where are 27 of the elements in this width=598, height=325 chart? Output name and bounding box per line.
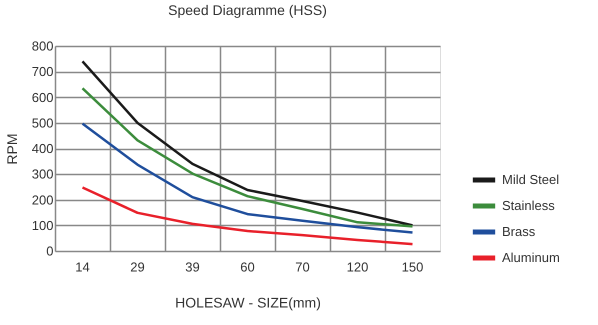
x-tick-label: 70 — [295, 260, 310, 274]
chart-title: Speed Diagramme (HSS) — [168, 2, 327, 18]
y-tick-label: 400 — [32, 141, 54, 156]
legend-label: Mild Steel — [502, 172, 560, 187]
line-series — [81, 60, 414, 227]
y-tick-label: 200 — [32, 192, 54, 208]
line-series — [81, 186, 414, 246]
legend-label: Brass — [502, 224, 536, 239]
y-tick-label: 300 — [32, 166, 54, 182]
legend-label: Stainless — [502, 198, 556, 213]
y-tick-label: 600 — [32, 90, 54, 105]
y-tick-label: 800 — [32, 38, 54, 54]
x-tick-label: 29 — [130, 260, 145, 274]
x-tick-label: 60 — [240, 260, 255, 274]
y-tick-label: 500 — [32, 115, 54, 130]
y-tick-label: 0 — [46, 244, 54, 258]
x-tick-label: 120 — [346, 260, 368, 274]
y-tick-label: 100 — [32, 218, 54, 233]
line-series — [81, 87, 414, 228]
x-tick-label: 39 — [185, 260, 200, 274]
x-tick-label: 14 — [75, 260, 90, 274]
line-series — [81, 122, 414, 234]
y-tick-label: 700 — [32, 64, 54, 80]
x-tick-label: 150 — [402, 260, 424, 274]
y-axis-title: RPM — [4, 133, 20, 165]
x-axis-title: HOLESAW - SIZE(mm) — [175, 294, 321, 310]
legend-label: Aluminum — [502, 250, 560, 265]
